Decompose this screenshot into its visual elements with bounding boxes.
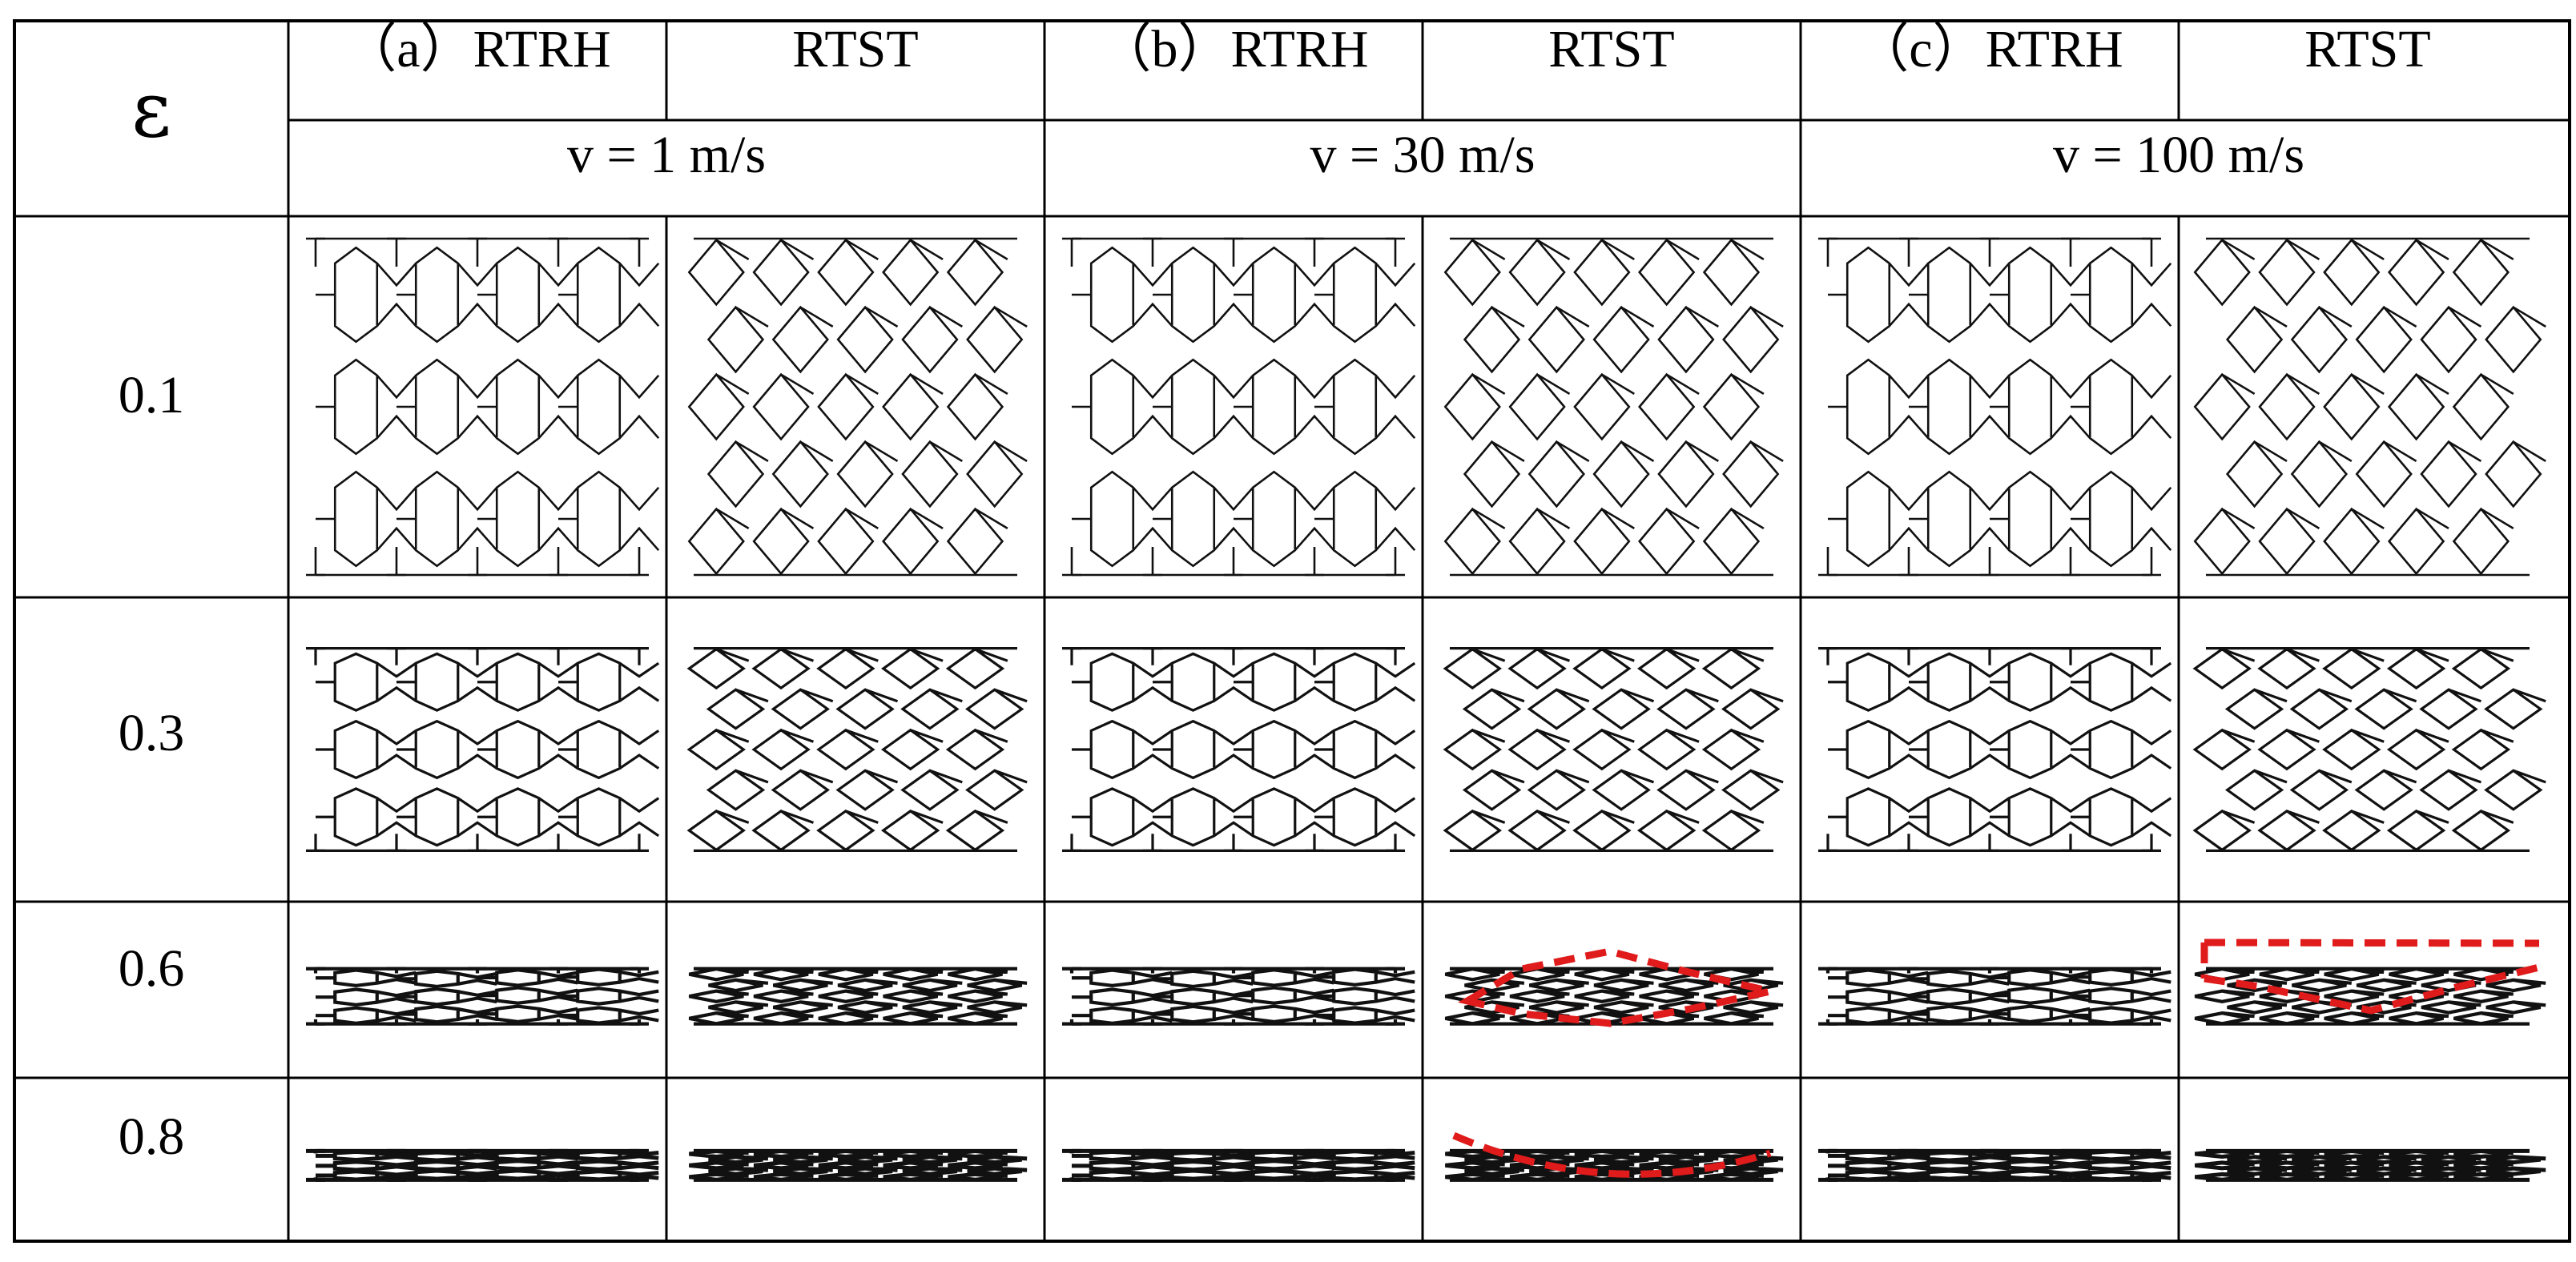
- rtrh-lattice: [1828, 237, 2172, 577]
- lattice-cell-r2-c2: [1062, 967, 1415, 1026]
- group-a-rtrh-label: （a）RTRH: [344, 20, 610, 78]
- table-grid: [14, 21, 2570, 1241]
- rtst-lattice: [2195, 1148, 2546, 1182]
- lattice-cell-r1-c2: [1062, 647, 1416, 852]
- highlight-b-0-8: [1452, 1131, 1772, 1178]
- strain-symbol: ε: [131, 65, 171, 155]
- rtrh-lattice: [316, 237, 660, 577]
- group-b-rtst-label: RTST: [1548, 20, 1674, 78]
- lattice-cell-r3-c4: [1818, 1148, 2171, 1182]
- rtrh-lattice: [1828, 967, 2171, 1026]
- strain-label-0-1: 0.1: [119, 366, 185, 424]
- lattice-cell-r0-c3: [1443, 237, 1784, 577]
- strain-label-0-8: 0.8: [119, 1107, 185, 1166]
- lattice-cell-r3-c5: [2195, 1148, 2546, 1182]
- highlight-c-0-6-top: [2204, 938, 2540, 947]
- rtrh-lattice: [316, 1148, 659, 1182]
- lattice-cell-r0-c5: [2193, 237, 2546, 577]
- rtrh-lattice: [316, 967, 659, 1026]
- lattice-cell-r3-c1: [689, 1148, 1028, 1182]
- lattice-cell-r2-c4: [1818, 967, 2171, 1026]
- lattice-cell-r2-c1: [688, 967, 1028, 1026]
- group-c-rtst-label: RTST: [2304, 20, 2430, 78]
- lattice-cell-r1-c1: [686, 647, 1028, 852]
- lattice-cell-r0-c2: [1062, 237, 1416, 577]
- rtst-lattice: [686, 647, 1028, 852]
- rtst-lattice: [688, 967, 1028, 1026]
- table-frame: [13, 19, 2571, 1243]
- rtst-lattice: [1443, 237, 1784, 577]
- highlight-c-0-6-bottom: [2204, 963, 2541, 1015]
- rtrh-lattice: [1072, 647, 1416, 852]
- rtrh-lattice: [1828, 1148, 2171, 1182]
- strain-label-0-3: 0.3: [119, 704, 185, 762]
- group-b-rtrh-label: （b）RTRH: [1098, 20, 1368, 78]
- rtrh-lattice: [316, 647, 660, 852]
- rtrh-lattice: [1072, 237, 1416, 577]
- strain-label-0-6: 0.6: [119, 939, 185, 998]
- rtst-lattice: [1443, 647, 1784, 852]
- lattice-cell-r0-c4: [1818, 237, 2172, 577]
- group-a-velocity: v = 1 m/s: [567, 126, 766, 184]
- red-dashed-highlights: [1452, 938, 2541, 1178]
- lattice-cell-r2-c0: [306, 967, 659, 1026]
- lattice-cell-r1-c0: [306, 647, 660, 852]
- lattice-images: [306, 237, 2546, 1182]
- group-a-rtst-label: RTST: [792, 20, 918, 78]
- lattice-cell-r0-c1: [687, 237, 1028, 577]
- lattice-cell-r3-c2: [1062, 1148, 1415, 1182]
- lattice-cell-r3-c0: [306, 1148, 659, 1182]
- group-c-rtrh-label: （c）RTRH: [1856, 20, 2123, 78]
- group-b-velocity: v = 30 m/s: [1310, 126, 1535, 184]
- lattice-cell-r1-c4: [1818, 647, 2172, 852]
- lattice-cell-r1-c5: [2192, 647, 2546, 852]
- rtst-lattice: [2192, 647, 2546, 852]
- lattice-cell-r1-c3: [1443, 647, 1784, 852]
- rtst-lattice: [689, 1148, 1028, 1182]
- rtst-lattice: [687, 237, 1028, 577]
- lattice-cell-r0-c0: [306, 237, 660, 577]
- rtrh-lattice: [1072, 967, 1415, 1026]
- group-c-velocity: v = 100 m/s: [2053, 126, 2304, 184]
- rtrh-lattice: [1828, 647, 2172, 852]
- rtrh-lattice: [1072, 1148, 1415, 1182]
- rtst-lattice: [2193, 237, 2546, 577]
